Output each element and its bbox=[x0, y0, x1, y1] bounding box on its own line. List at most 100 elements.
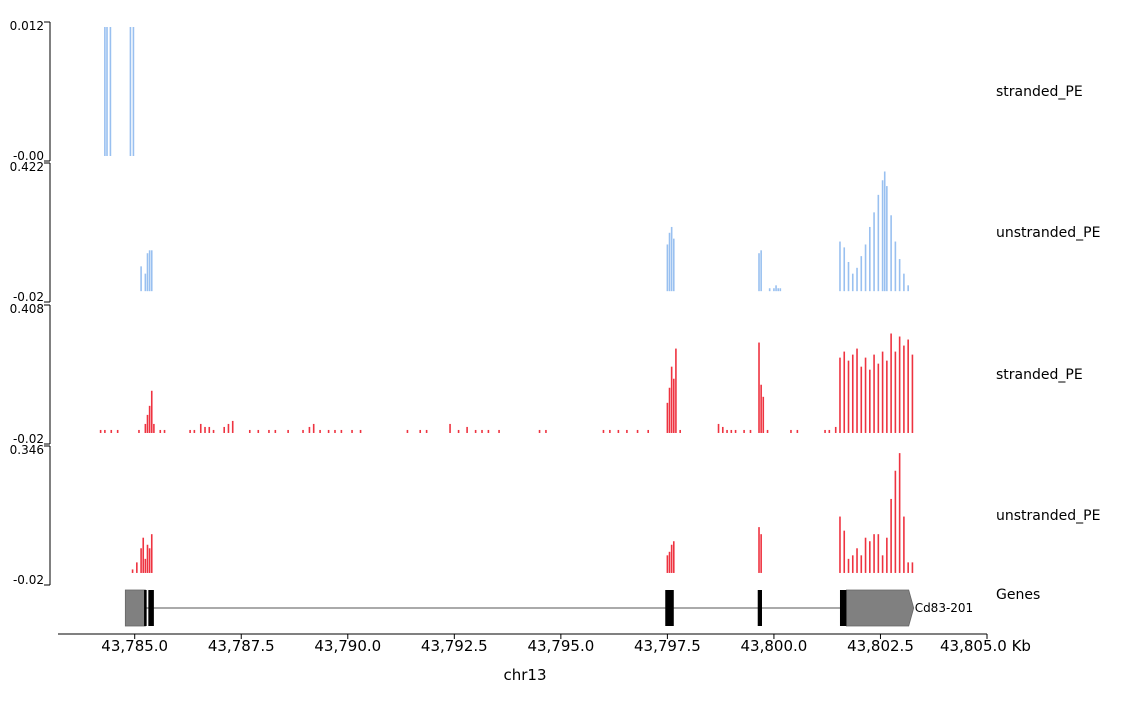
x-axis-tick-label: 43,792.5 bbox=[421, 637, 488, 655]
coverage-bar bbox=[351, 429, 353, 433]
coverage-bar bbox=[538, 429, 541, 433]
coverage-bar bbox=[890, 333, 892, 433]
coverage-bar bbox=[274, 429, 277, 433]
coverage-bar bbox=[883, 171, 886, 292]
coverage-bar bbox=[860, 256, 863, 292]
coverage-bar bbox=[877, 363, 880, 433]
coverage-bar bbox=[199, 423, 202, 433]
coverage-bar bbox=[779, 288, 782, 292]
coverage-bar bbox=[839, 357, 841, 433]
coverage-bar bbox=[148, 548, 151, 573]
y-axis-min-label: -0.02 bbox=[13, 432, 44, 446]
coverage-bar bbox=[839, 516, 841, 573]
coverage-bar bbox=[308, 426, 311, 433]
coverage-bar bbox=[903, 273, 905, 292]
coverage-bar bbox=[907, 285, 909, 292]
coverage-bar bbox=[790, 429, 792, 433]
coverage-bar bbox=[907, 562, 909, 573]
coverage-bar bbox=[898, 259, 901, 292]
coverage-bar bbox=[144, 273, 147, 292]
coverage-bar bbox=[419, 429, 422, 433]
gene-name-label: Cd83-201 bbox=[915, 601, 974, 615]
coverage-bar bbox=[869, 226, 871, 292]
coverage-track-2: 0.422 -0.02 unstranded_PE bbox=[10, 160, 1101, 304]
coverage-bar bbox=[150, 534, 153, 573]
coverage-bar bbox=[227, 423, 230, 433]
coverage-tracks: 0.012 -0.00 stranded_PE 0.422 -0.02 unstrande… bbox=[10, 19, 1101, 587]
coverage-bar bbox=[890, 215, 892, 292]
coverage-bar bbox=[766, 429, 769, 433]
gene-exon bbox=[839, 590, 847, 626]
coverage-bar bbox=[319, 429, 321, 433]
coverage-bar bbox=[474, 429, 477, 433]
coverage-bar bbox=[626, 429, 628, 433]
coverage-bar bbox=[911, 354, 914, 433]
track-label: unstranded_PE bbox=[996, 225, 1100, 241]
coverage-bar bbox=[136, 562, 138, 573]
coverage-bar bbox=[847, 360, 850, 433]
coverage-bar bbox=[672, 541, 675, 573]
coverage-bar bbox=[140, 266, 142, 292]
coverage-bar bbox=[730, 429, 733, 433]
coverage-bar bbox=[481, 429, 483, 433]
coverage-bar bbox=[886, 537, 888, 573]
coverage-bar bbox=[847, 261, 850, 292]
coverage-bar bbox=[881, 351, 884, 433]
coverage-bar bbox=[104, 27, 106, 156]
coverage-bar bbox=[843, 351, 846, 433]
coverage-bar bbox=[726, 429, 728, 433]
coverage-bar bbox=[449, 423, 451, 433]
coverage-bar bbox=[670, 226, 673, 292]
coverage-bar bbox=[150, 250, 153, 292]
coverage-bar bbox=[140, 548, 142, 573]
coverage-bar bbox=[104, 429, 106, 433]
coverage-bar bbox=[150, 390, 153, 433]
coverage-bar bbox=[193, 429, 196, 433]
coverage-bar bbox=[758, 342, 760, 433]
coverage-bar bbox=[834, 426, 837, 433]
coverage-bar bbox=[877, 534, 880, 573]
coverage-bar bbox=[851, 273, 854, 292]
coverage-bar bbox=[679, 429, 681, 433]
coverage-track-4: 0.346 -0.02 unstranded_PE bbox=[10, 443, 1101, 587]
coverage-bar bbox=[545, 429, 547, 433]
coverage-bar bbox=[881, 555, 884, 573]
coverage-bar bbox=[886, 186, 888, 292]
coverage-bar bbox=[762, 396, 765, 433]
coverage-bar bbox=[129, 27, 132, 156]
coverage-bar bbox=[864, 357, 867, 433]
coverage-bar bbox=[268, 429, 270, 433]
coverage-bar bbox=[99, 429, 102, 433]
coverage-bar bbox=[894, 351, 897, 433]
coverage-bar bbox=[717, 423, 720, 433]
coverage-bar bbox=[334, 429, 336, 433]
coverage-bar bbox=[851, 555, 854, 573]
coverage-bar bbox=[153, 423, 155, 433]
coverage-bar bbox=[760, 384, 762, 433]
coverage-bar bbox=[907, 339, 909, 433]
coverage-bar bbox=[647, 429, 650, 433]
coverage-bar bbox=[666, 244, 669, 292]
coverage-bar bbox=[839, 241, 841, 292]
coverage-bar bbox=[636, 429, 639, 433]
coverage-bar bbox=[609, 429, 611, 433]
x-axis-tick-label: 43,795.0 bbox=[527, 637, 594, 655]
coverage-bar bbox=[668, 387, 671, 433]
gene-exon bbox=[757, 590, 762, 626]
y-axis-max-label: 0.422 bbox=[10, 160, 44, 174]
coverage-bar bbox=[617, 429, 620, 433]
y-axis-max-label: 0.012 bbox=[10, 19, 44, 33]
coverage-bar bbox=[212, 429, 215, 433]
coverage-bar bbox=[146, 253, 149, 292]
coverage-bar bbox=[903, 345, 905, 433]
gene: Cd83-201 bbox=[124, 589, 974, 627]
coverage-bar bbox=[903, 516, 905, 573]
coverage-bar bbox=[860, 555, 863, 573]
coverage-bar bbox=[666, 555, 669, 573]
coverage-bar bbox=[894, 241, 897, 292]
x-axis-tick-label: 43,787.5 bbox=[208, 637, 275, 655]
coverage-bar bbox=[847, 558, 850, 573]
coverage-bar bbox=[894, 470, 897, 573]
coverage-bar bbox=[773, 288, 775, 292]
track-label: stranded_PE bbox=[996, 84, 1083, 100]
